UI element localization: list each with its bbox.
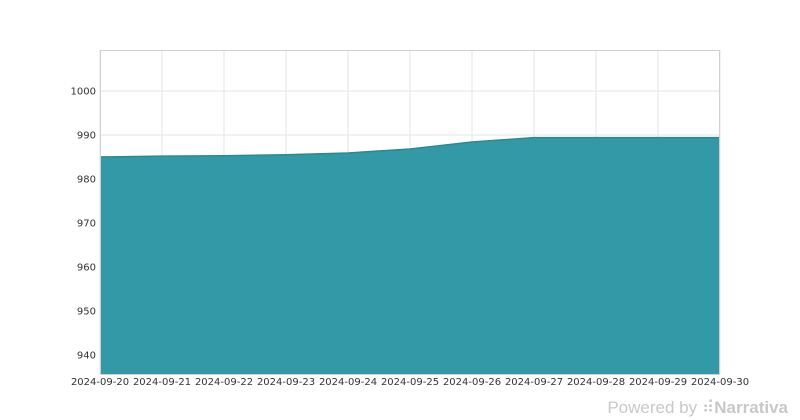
plot-frame bbox=[100, 50, 720, 375]
x-tick-label: 2024-09-23 bbox=[257, 377, 315, 388]
x-tick-label: 2024-09-22 bbox=[195, 377, 253, 388]
x-tick-label: 2024-09-29 bbox=[629, 377, 687, 388]
x-tick-label: 2024-09-25 bbox=[381, 377, 439, 388]
brand-name: Narrativa bbox=[714, 398, 788, 417]
y-tick-label: 950 bbox=[77, 307, 96, 318]
x-tick-label: 2024-09-28 bbox=[567, 377, 625, 388]
y-tick-label: 960 bbox=[77, 263, 96, 274]
y-axis-ticks: 940 950 960 970 980 990 1000 bbox=[71, 86, 96, 361]
y-tick-label: 1000 bbox=[71, 86, 96, 97]
x-tick-label: 2024-09-30 bbox=[691, 377, 749, 388]
y-tick-label: 940 bbox=[77, 351, 96, 362]
line-series bbox=[99, 136, 720, 158]
x-tick-label: 2024-09-21 bbox=[133, 377, 191, 388]
powered-by-label: Powered by bbox=[607, 398, 698, 417]
x-tick-label: 2024-09-24 bbox=[319, 377, 377, 388]
x-tick-label: 2024-09-26 bbox=[443, 377, 501, 388]
area-series bbox=[100, 137, 720, 374]
x-tick-label: 2024-09-20 bbox=[71, 377, 129, 388]
x-axis-ticks: 2024-09-20 2024-09-21 2024-09-22 2024-09-23… bbox=[71, 377, 749, 388]
y-tick-label: 990 bbox=[77, 130, 96, 141]
x-tick-label: 2024-09-27 bbox=[505, 377, 563, 388]
y-tick-label: 970 bbox=[77, 219, 96, 230]
narrativa-logo-icon: ⠾ bbox=[701, 398, 715, 417]
powered-by-footer: Powered by ⠾Narrativa bbox=[607, 398, 788, 418]
y-tick-label: 980 bbox=[77, 174, 96, 185]
